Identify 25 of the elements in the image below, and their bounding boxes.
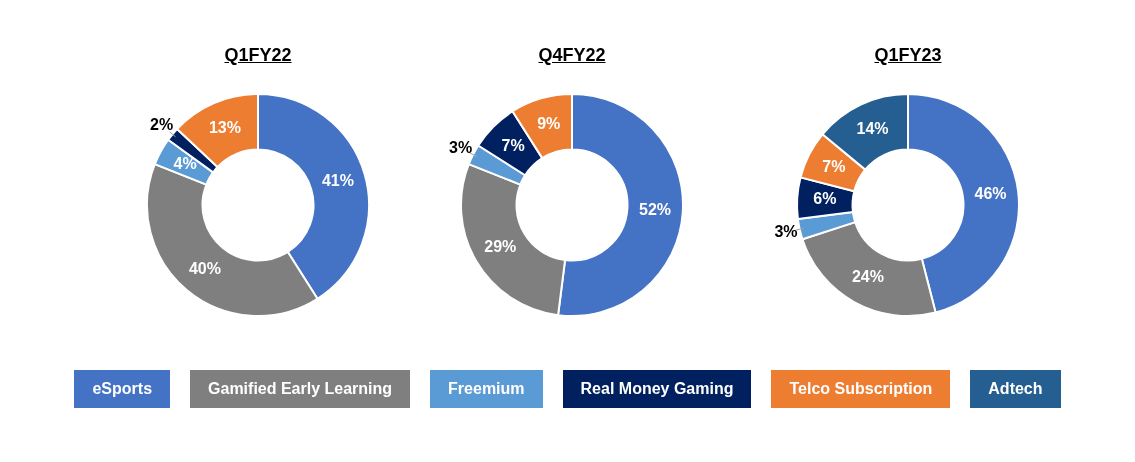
- data-label: 7%: [501, 136, 525, 154]
- data-label: 40%: [188, 259, 221, 277]
- data-label: 6%: [813, 190, 837, 208]
- data-label: 13%: [208, 119, 241, 136]
- data-label: 3%: [449, 138, 473, 156]
- legend-label: Gamified Early Learning: [208, 370, 411, 408]
- chart-title: Q1FY22: [223, 45, 293, 66]
- legend-label: Telco Subscription: [789, 370, 951, 408]
- legend-label: eSports: [92, 370, 171, 408]
- legend-label: Adtech: [988, 370, 1061, 408]
- legend-label: Freemium: [448, 370, 543, 408]
- data-label: 24%: [851, 268, 884, 286]
- chart-title: Q1FY23: [873, 45, 943, 66]
- data-label: 41%: [321, 172, 354, 190]
- data-label: 2%: [150, 115, 174, 133]
- data-label: 14%: [856, 120, 889, 138]
- data-label: 7%: [822, 157, 846, 175]
- data-label: 4%: [173, 155, 197, 173]
- data-label: 46%: [974, 184, 1007, 202]
- legend-label: Real Money Gaming: [580, 370, 752, 408]
- data-label: 3%: [774, 222, 798, 240]
- data-label: 52%: [639, 200, 672, 218]
- data-label: 9%: [537, 115, 561, 133]
- data-label: 29%: [484, 237, 517, 255]
- chart-title: Q4FY22: [537, 45, 607, 66]
